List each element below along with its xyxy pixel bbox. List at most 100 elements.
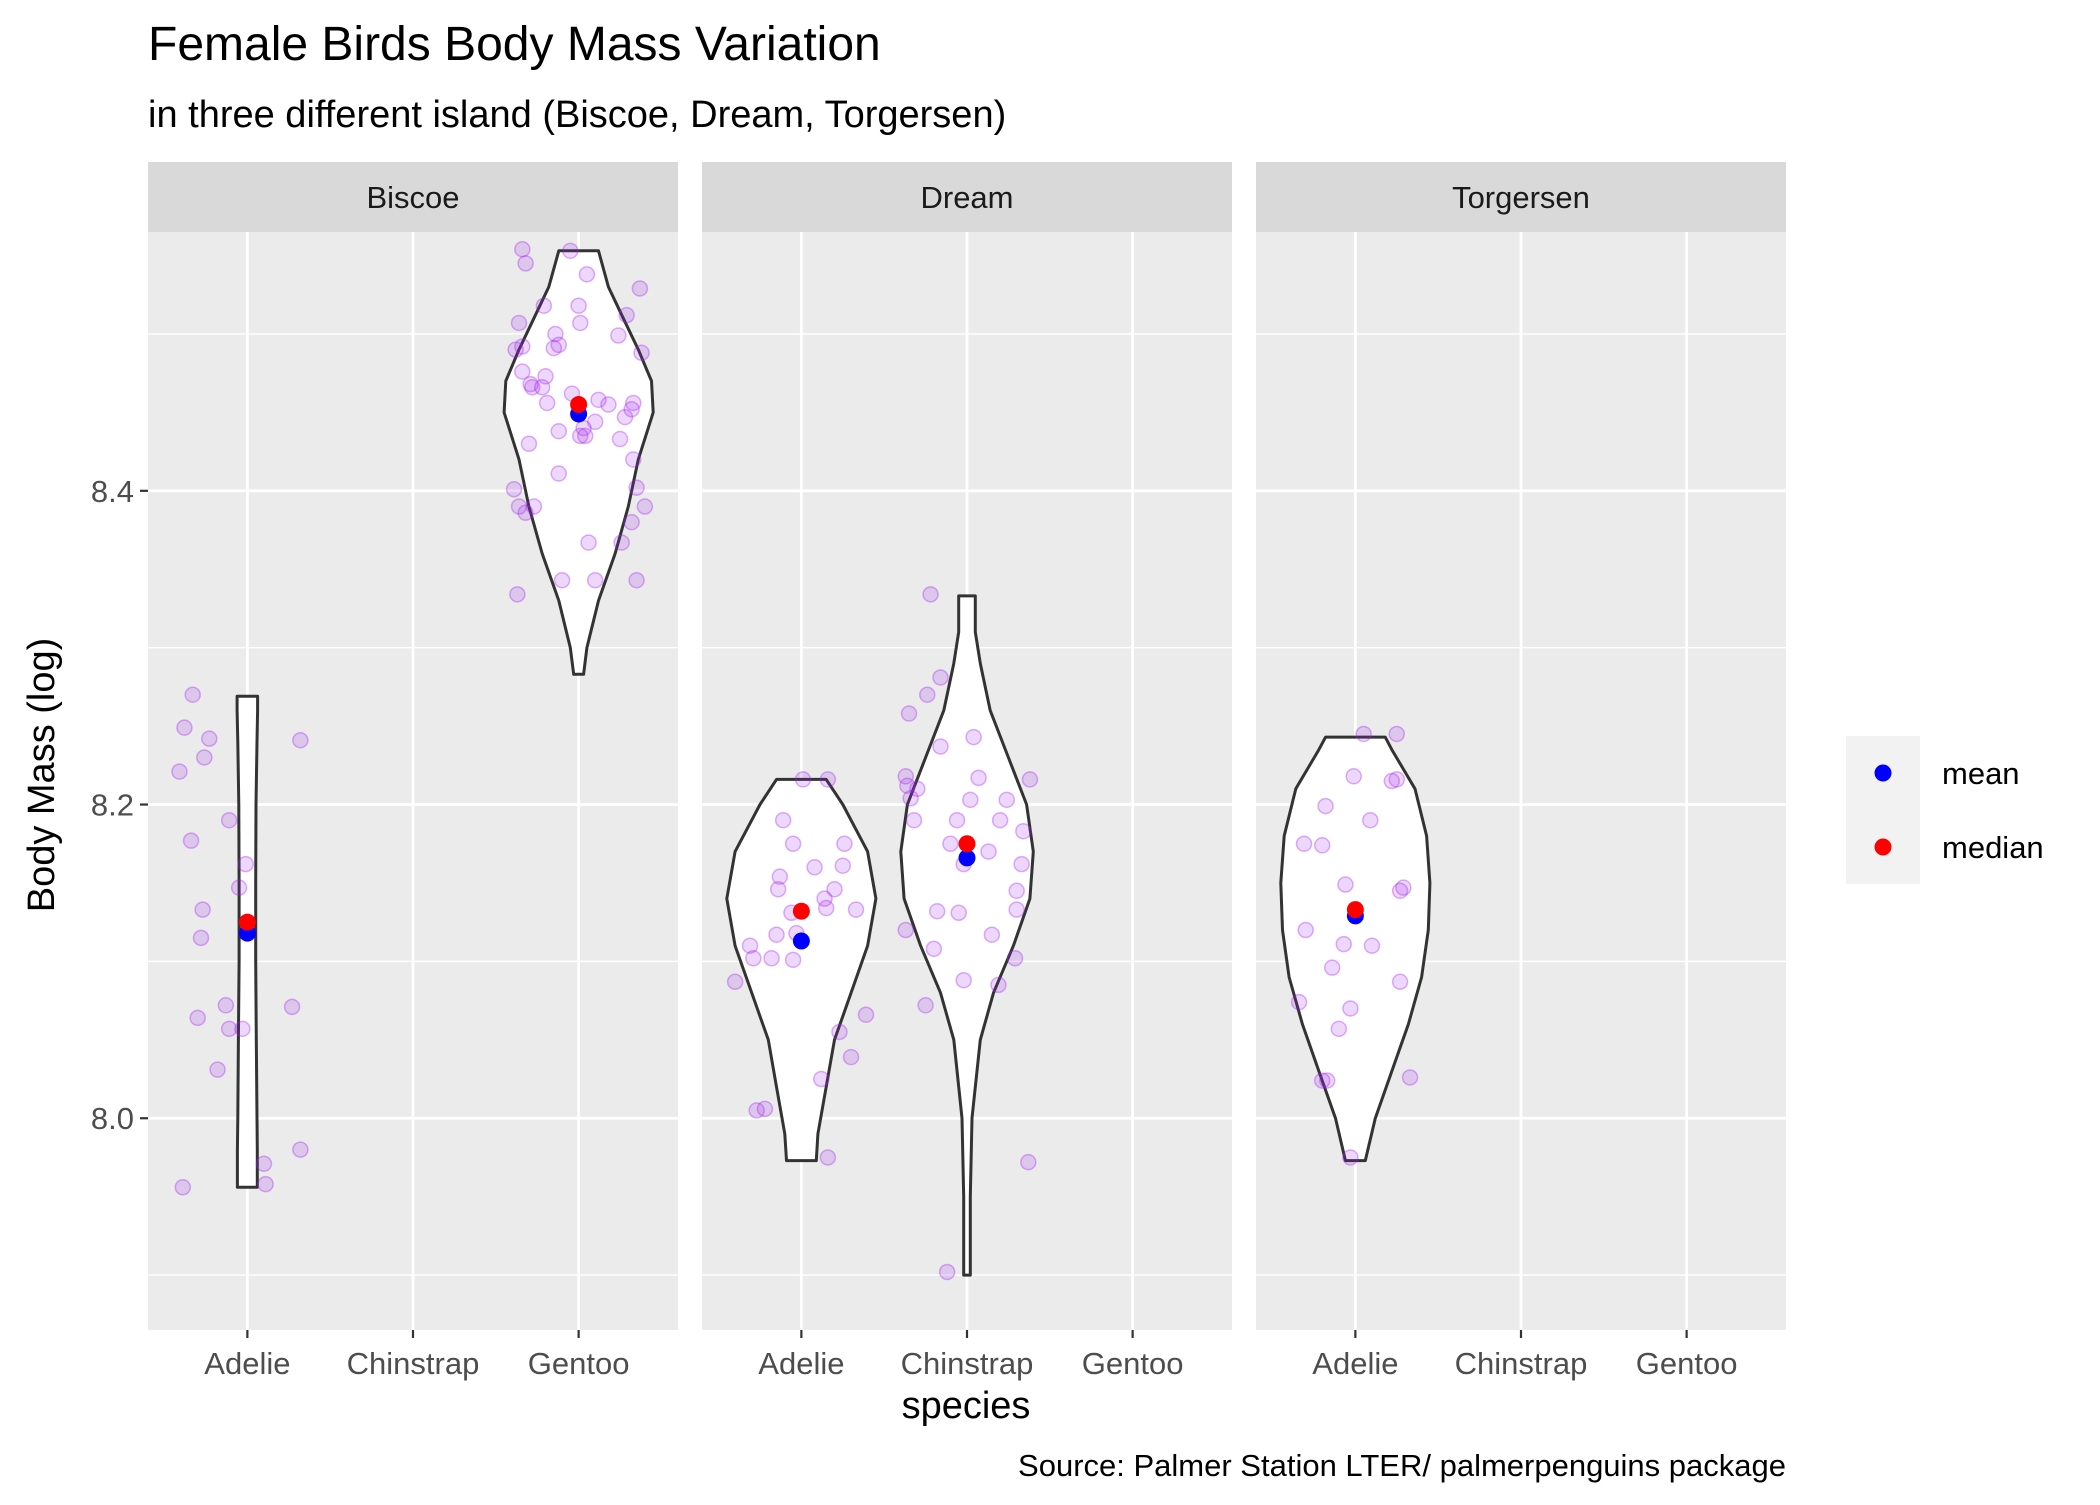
data-point	[628, 479, 645, 496]
data-point	[572, 314, 589, 332]
data-point	[771, 868, 789, 885]
data-point	[1355, 725, 1372, 743]
mean-point	[958, 849, 976, 867]
data-point	[756, 1100, 774, 1118]
data-point	[505, 480, 523, 498]
data-point	[633, 344, 650, 362]
data-point	[900, 705, 918, 722]
data-point	[857, 1006, 875, 1023]
data-point	[774, 811, 792, 829]
data-point	[220, 811, 238, 829]
data-point	[919, 686, 936, 703]
data-point	[962, 791, 979, 809]
data-point	[550, 465, 567, 482]
legend-key-mean	[1874, 764, 1892, 782]
legend-key-background	[1846, 736, 1920, 884]
data-point	[537, 368, 554, 385]
data-point	[1021, 771, 1039, 788]
facets-layer: Biscoe Adelie Chinstrap Gentoo 8.0 8.2 8.4 Drea…	[91, 162, 1786, 1381]
data-point	[1323, 959, 1341, 976]
data-point	[922, 586, 939, 603]
data-point	[955, 971, 972, 989]
data-point	[1383, 772, 1401, 790]
facet-panel-biscoe: Biscoe Adelie Chinstrap Gentoo 8.0 8.2 8.4	[91, 162, 678, 1381]
data-point	[1345, 768, 1362, 785]
data-point	[533, 379, 551, 396]
data-point	[925, 940, 943, 958]
x-tick-label: Chinstrap	[347, 1346, 480, 1381]
data-point	[1013, 855, 1030, 873]
data-point	[932, 669, 949, 686]
data-point	[942, 835, 959, 852]
data-point	[1020, 1153, 1037, 1171]
data-point	[176, 719, 193, 736]
facet-strip-label: Biscoe	[366, 180, 459, 215]
data-point	[514, 338, 531, 355]
facet-panel-dream: Dream Adelie Chinstrap Gentoo	[702, 162, 1232, 1381]
data-point	[826, 880, 843, 898]
data-point	[741, 937, 759, 954]
data-point	[1388, 771, 1406, 788]
data-point	[748, 1102, 765, 1119]
data-point	[525, 498, 543, 515]
data-point	[970, 769, 987, 787]
y-axis-title: Body Mass (log)	[21, 638, 63, 913]
data-point	[948, 811, 966, 829]
data-point	[616, 408, 634, 426]
data-point	[1342, 1149, 1359, 1166]
median-point	[958, 835, 976, 853]
data-point	[562, 242, 579, 260]
data-point	[520, 435, 538, 453]
y-tick-label: 8.2	[91, 788, 134, 823]
data-point	[522, 375, 539, 393]
data-point	[769, 880, 787, 898]
data-point	[1362, 811, 1379, 829]
data-point	[1363, 937, 1381, 954]
data-point	[623, 513, 640, 531]
data-point	[1317, 797, 1334, 815]
data-point	[572, 427, 589, 445]
data-point	[636, 498, 654, 515]
chart-subtitle: in three different island (Biscoe, Dream…	[148, 94, 1006, 136]
data-point	[842, 1048, 860, 1066]
data-point	[524, 379, 541, 396]
data-point	[1295, 835, 1313, 852]
data-point	[831, 1023, 848, 1041]
species-group-adelie	[725, 771, 878, 1166]
x-tick-label: Gentoo	[528, 1346, 630, 1381]
data-point	[917, 997, 934, 1014]
facet-strip-label: Dream	[920, 180, 1013, 215]
chart-title: Female Birds Body Mass Variation	[148, 18, 881, 71]
data-point	[726, 973, 744, 991]
facet-strip	[1256, 162, 1786, 232]
data-point	[514, 241, 531, 258]
data-point	[965, 728, 982, 746]
data-point	[819, 1149, 837, 1166]
median-point	[1346, 901, 1364, 919]
data-point	[928, 902, 946, 920]
data-point	[763, 949, 780, 967]
data-point	[577, 427, 594, 445]
data-point	[1290, 993, 1308, 1011]
data-point	[1015, 822, 1032, 840]
facet-panel-torgersen: Torgersen Adelie Chinstrap Gentoo	[1256, 162, 1786, 1381]
x-tick-label: Gentoo	[1082, 1346, 1184, 1381]
data-point	[745, 949, 762, 967]
data-point	[899, 777, 916, 794]
data-point	[514, 363, 531, 380]
data-point	[550, 422, 567, 440]
data-point	[1008, 901, 1025, 918]
violin-shape	[502, 249, 655, 676]
data-point	[234, 1020, 251, 1038]
data-point	[292, 731, 309, 749]
x-tick-label: Adelie	[758, 1346, 844, 1381]
data-point	[196, 749, 213, 766]
data-point	[517, 255, 534, 272]
data-point	[618, 306, 635, 324]
data-point	[1006, 949, 1024, 967]
data-point	[836, 835, 853, 852]
data-point	[237, 855, 254, 873]
data-point	[1314, 837, 1331, 854]
